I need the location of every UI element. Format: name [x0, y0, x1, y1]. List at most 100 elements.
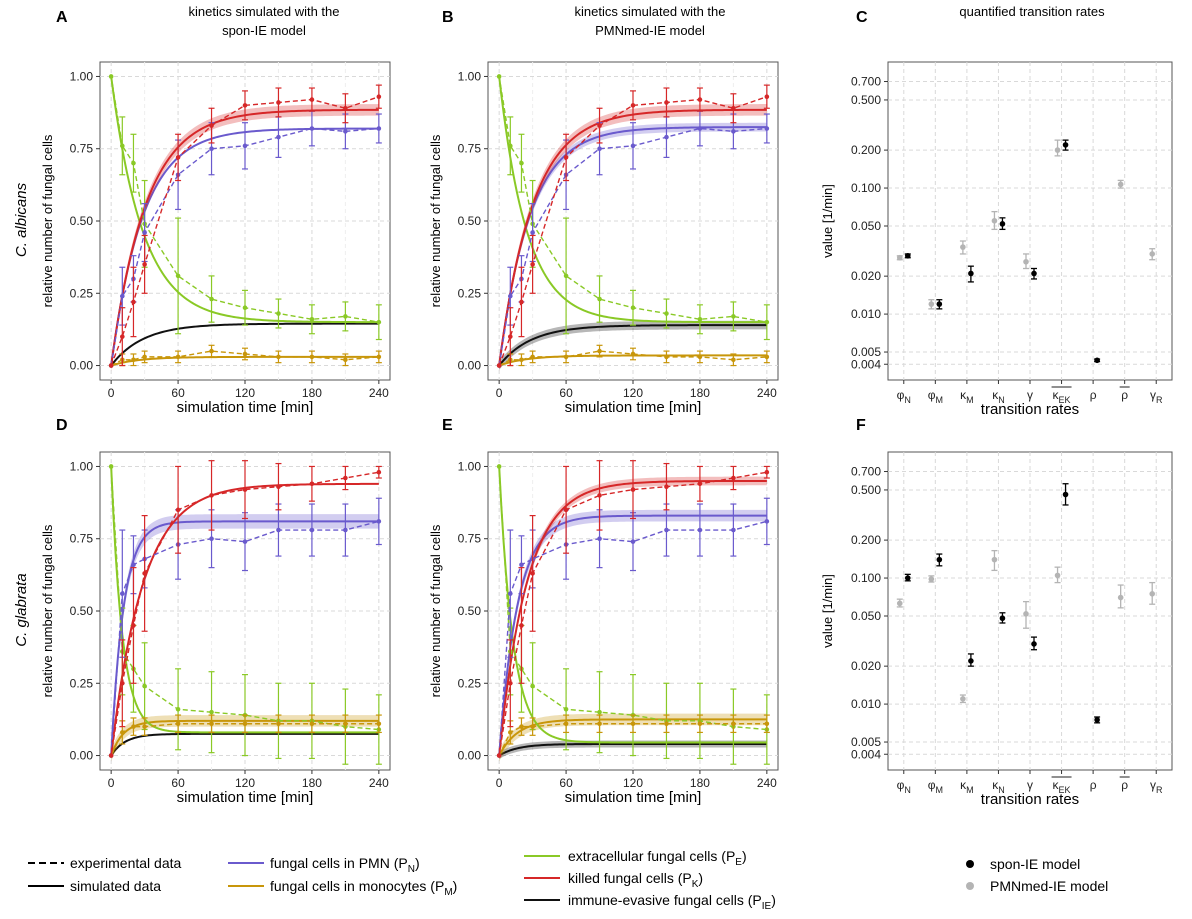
- data-point-pm: [376, 354, 382, 360]
- data-point-pn: [630, 143, 636, 149]
- data-point-pm: [519, 357, 524, 363]
- data-point-pm: [764, 354, 770, 360]
- data-point-spon: [904, 575, 911, 581]
- data-point-pe: [142, 683, 147, 689]
- y-tick-label: 0.050: [851, 609, 881, 623]
- x-tick-label-kappa-M: κM: [960, 388, 974, 405]
- y-axis-title: relative number of fungal cells: [428, 134, 443, 307]
- exp-line-pn: [110, 127, 379, 366]
- data-point-pn: [376, 519, 382, 524]
- data-point-pn: [131, 562, 136, 568]
- data-point-pm: [731, 357, 736, 363]
- x-tick-label-phi-M: φM: [928, 778, 943, 795]
- data-point-pe: [664, 311, 669, 316]
- data-point-pn: [276, 134, 281, 140]
- data-point-pn: [508, 591, 513, 596]
- panel-letter-c: C: [856, 9, 868, 26]
- data-point-spon: [1031, 270, 1037, 277]
- data-point-pmnmed: [960, 696, 966, 702]
- y-axis-title: relative number of fungal cells: [40, 524, 55, 697]
- y-tick-label: 0.25: [70, 676, 94, 690]
- data-point-pe: [209, 296, 214, 302]
- x-tick-label: 240: [757, 386, 777, 400]
- data-point-pk: [764, 94, 770, 99]
- data-point-pm: [563, 354, 569, 360]
- chart-panel-e: 0 60 120 180 240 0.00 0.25 0.50 0.75 1.00 simulati…: [428, 451, 779, 806]
- x-axis-title: transition rates: [981, 791, 1079, 808]
- data-point-pm: [563, 721, 569, 727]
- data-point-pm: [175, 721, 181, 727]
- data-point-pe: [108, 74, 114, 79]
- data-point-pk: [108, 753, 114, 758]
- data-point-pk: [731, 105, 736, 111]
- data-point-pmnmed: [1117, 181, 1124, 188]
- data-point-pm: [309, 721, 315, 727]
- data-point-pe: [175, 273, 181, 279]
- y-tick-label: 0.500: [851, 93, 881, 107]
- data-point-spon: [1062, 142, 1069, 148]
- y-tick-label: 0.00: [458, 359, 482, 373]
- data-point-pn: [242, 143, 248, 149]
- row-label: C. glabrata: [13, 573, 30, 646]
- data-point-pmnmed: [896, 600, 903, 607]
- data-point-pe: [563, 273, 569, 279]
- y-tick-label: 1.00: [458, 69, 482, 83]
- data-point-pk: [276, 100, 281, 105]
- x-tick-label: 180: [690, 386, 710, 400]
- y-tick-label: 0.050: [851, 219, 881, 233]
- legend-label-simulated: simulated data: [70, 878, 161, 894]
- data-point-pn: [142, 230, 147, 235]
- x-tick-label-phi-M: φM: [928, 388, 943, 405]
- data-point-pe: [496, 464, 502, 469]
- y-tick-label: 0.700: [851, 75, 881, 89]
- data-point-pe: [343, 314, 348, 319]
- y-tick-label: 1.00: [70, 69, 94, 83]
- data-point-pk: [697, 97, 703, 102]
- column-title: spon-IE model: [222, 23, 306, 38]
- data-point-pm: [697, 354, 703, 360]
- data-point-spon: [999, 221, 1006, 227]
- exp-line-pk: [110, 471, 379, 756]
- y-tick-label: 0.700: [851, 465, 881, 479]
- legend-label-pe: extracellular fungal cells (PE): [568, 848, 747, 868]
- data-point-pm: [597, 348, 602, 354]
- x-tick-label: 120: [235, 776, 255, 790]
- data-point-pm: [664, 354, 669, 360]
- data-point-pn: [764, 126, 770, 131]
- x-tick-label: 60: [559, 776, 573, 790]
- data-point-pn: [597, 146, 602, 152]
- y-axis-title: value [1/min]: [820, 184, 835, 258]
- data-point-pn: [664, 134, 669, 140]
- data-point-pn: [343, 129, 348, 134]
- data-point-spon: [1031, 641, 1037, 647]
- data-point-pmnmed: [1023, 611, 1029, 617]
- x-tick-label-rho: ρ: [1090, 778, 1097, 792]
- data-point-pk: [664, 484, 669, 489]
- x-tick-label: 0: [496, 386, 503, 400]
- y-tick-label: 0.75: [458, 532, 482, 546]
- x-tick-label: 240: [369, 776, 389, 790]
- data-point-pm: [630, 351, 636, 357]
- data-point-pk: [519, 623, 524, 628]
- plot-area: [887, 451, 1173, 771]
- x-tick-label-rho-bar: ρ: [1121, 778, 1128, 792]
- data-point-pmnmed: [1117, 594, 1124, 601]
- data-point-pm: [276, 354, 281, 360]
- data-point-pm: [142, 354, 147, 360]
- legend-label-pm: fungal cells in monocytes (PM): [270, 878, 457, 898]
- x-tick-label-kappa-M: κM: [960, 778, 974, 795]
- panel-letter-e: E: [442, 417, 453, 434]
- data-point-pk: [376, 469, 382, 475]
- x-tick-label: 180: [302, 386, 322, 400]
- data-point-pm: [131, 724, 136, 729]
- x-tick-label: 60: [559, 386, 573, 400]
- data-point-pk: [530, 262, 535, 267]
- data-point-pk: [764, 469, 770, 475]
- data-point-pmnmed: [1023, 258, 1029, 265]
- data-point-pmnmed: [1149, 590, 1156, 597]
- data-point-pmnmed: [896, 254, 903, 261]
- x-tick-label: 180: [302, 776, 322, 790]
- data-point-pn: [697, 126, 703, 131]
- legend-label-pk: killed fungal cells (PK): [568, 870, 703, 890]
- data-point-pn: [519, 562, 524, 568]
